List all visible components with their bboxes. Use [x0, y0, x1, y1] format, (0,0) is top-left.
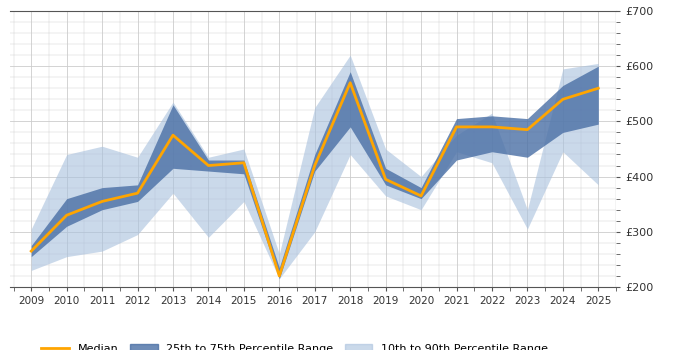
Legend: Median, 25th to 75th Percentile Range, 10th to 90th Percentile Range: Median, 25th to 75th Percentile Range, 1…	[37, 339, 553, 350]
